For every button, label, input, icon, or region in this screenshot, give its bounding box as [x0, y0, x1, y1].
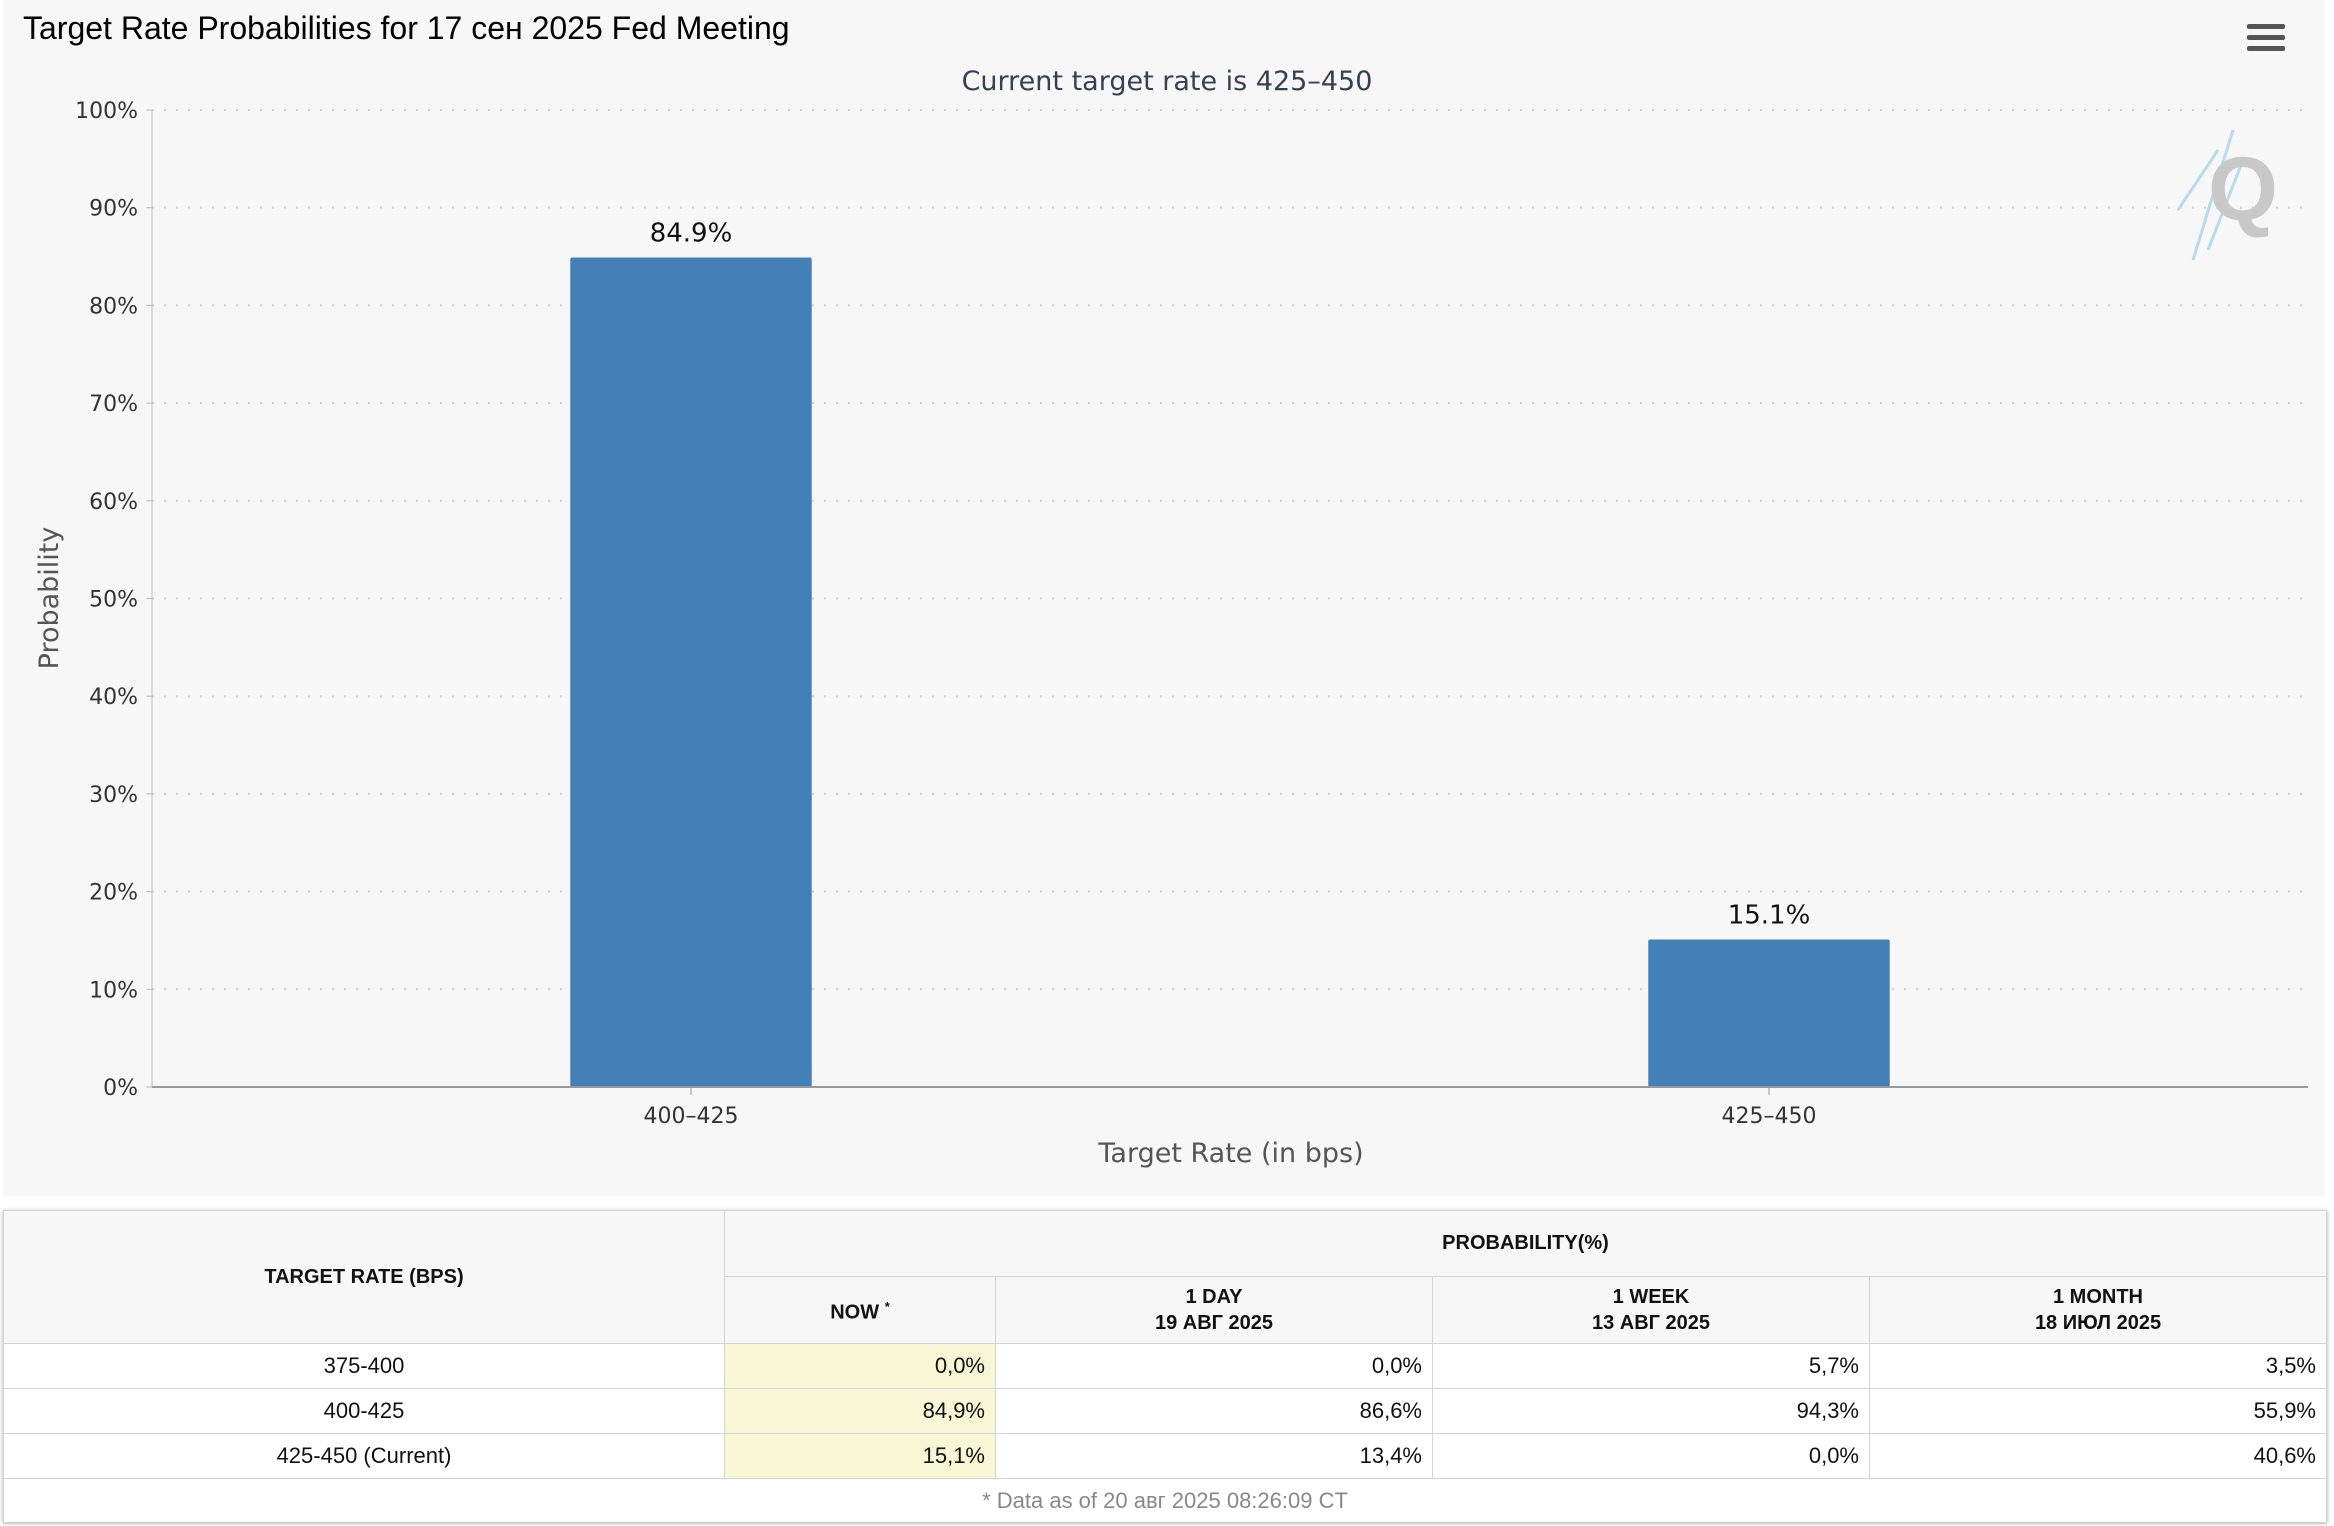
y-tick-label: 20%	[89, 881, 138, 906]
y-tick-label: 90%	[89, 197, 138, 222]
col-header-now: NOW *	[724, 1276, 996, 1344]
x-tick-label: 400–425	[644, 1104, 739, 1129]
table-row: 375-400 0,0% 0,0% 5,7% 3,5%	[3, 1343, 2327, 1389]
now-cell: 15,1%	[724, 1433, 996, 1479]
y-tick-label: 100%	[75, 99, 138, 124]
day-cell: 13,4%	[995, 1433, 1433, 1479]
col-header-1-week: 1 WEEK 13 АВГ 2025	[1432, 1276, 1870, 1344]
y-tick-label: 40%	[89, 685, 138, 710]
col-header-probability: PROBABILITY(%)	[724, 1210, 2327, 1277]
now-cell: 0,0%	[724, 1343, 996, 1389]
col-date-1-month: 18 ИЮЛ 2025	[2034, 1312, 2162, 1334]
y-tick-label: 10%	[89, 978, 138, 1003]
bar[interactable]	[1648, 939, 1890, 1087]
y-tick-label: 50%	[89, 588, 138, 613]
svg-text:Q: Q	[2208, 140, 2278, 240]
table-footnote: * Data as of 20 авг 2025 08:26:09 CT	[3, 1478, 2327, 1524]
rate-cell: 375-400	[3, 1343, 725, 1389]
col-date-1-day: 19 АВГ 2025	[1154, 1312, 1274, 1334]
now-label: NOW	[830, 1301, 880, 1324]
col-label-1-month: 1 MONTH	[2053, 1286, 2143, 1308]
now-cell: 84,9%	[724, 1388, 996, 1434]
table-row: 425-450 (Current) 15,1% 13,4% 0,0% 40,6%	[3, 1433, 2327, 1479]
week-cell: 0,0%	[1432, 1433, 1870, 1479]
y-tick-label: 30%	[89, 783, 138, 808]
chart-subtitle: Current target rate is 425–450	[962, 66, 1373, 97]
month-cell: 3,5%	[1869, 1343, 2327, 1389]
y-tick-label: 0%	[103, 1076, 138, 1101]
bar[interactable]	[570, 257, 812, 1088]
col-label-1-week: 1 WEEK	[1612, 1286, 1690, 1308]
day-cell: 0,0%	[995, 1343, 1433, 1389]
bar-value-label: 15.1%	[1728, 900, 1811, 930]
week-cell: 5,7%	[1432, 1343, 1870, 1389]
bar-chart: Current target rate is 425–450 0% 10% 20% 3…	[34, 66, 2308, 1169]
col-date-1-week: 13 АВГ 2025	[1591, 1312, 1711, 1334]
month-cell: 40,6%	[1869, 1433, 2327, 1479]
quikstrike-logo-icon: Q	[2176, 129, 2278, 261]
probability-table-container: TARGET RATE (BPS) PROBABILITY(%) NOW * 1…	[3, 1210, 2327, 1524]
y-tick-label: 80%	[89, 294, 138, 319]
y-axis-label: Probability	[34, 527, 65, 670]
chart-panel: Target Rate Probabilities for 17 сен 202…	[3, 0, 2325, 1196]
page-title: Target Rate Probabilities for 17 сен 202…	[23, 10, 790, 46]
month-cell: 55,9%	[1869, 1388, 2327, 1434]
rate-cell: 400-425	[3, 1388, 725, 1434]
col-label-1-day: 1 DAY	[1185, 1286, 1243, 1308]
menu-icon[interactable]	[2243, 18, 2289, 58]
x-tick-label: 425–450	[1722, 1104, 1817, 1129]
col-header-1-day: 1 DAY 19 АВГ 2025	[995, 1276, 1433, 1344]
bar-value-label: 84.9%	[650, 219, 733, 249]
y-tick-label: 60%	[89, 490, 138, 515]
day-cell: 86,6%	[995, 1388, 1433, 1434]
week-cell: 94,3%	[1432, 1388, 1870, 1434]
now-footnote-mark: *	[884, 1299, 890, 1315]
y-tick-label: 70%	[89, 392, 138, 417]
col-header-1-month: 1 MONTH 18 ИЮЛ 2025	[1869, 1276, 2327, 1344]
probability-table: TARGET RATE (BPS) PROBABILITY(%) NOW * 1…	[3, 1210, 2327, 1524]
rate-cell: 425-450 (Current)	[3, 1433, 725, 1479]
col-header-target-rate: TARGET RATE (BPS)	[3, 1210, 725, 1344]
table-row: 400-425 84,9% 86,6% 94,3% 55,9%	[3, 1388, 2327, 1434]
x-axis-label: Target Rate (in bps)	[1097, 1138, 1363, 1169]
